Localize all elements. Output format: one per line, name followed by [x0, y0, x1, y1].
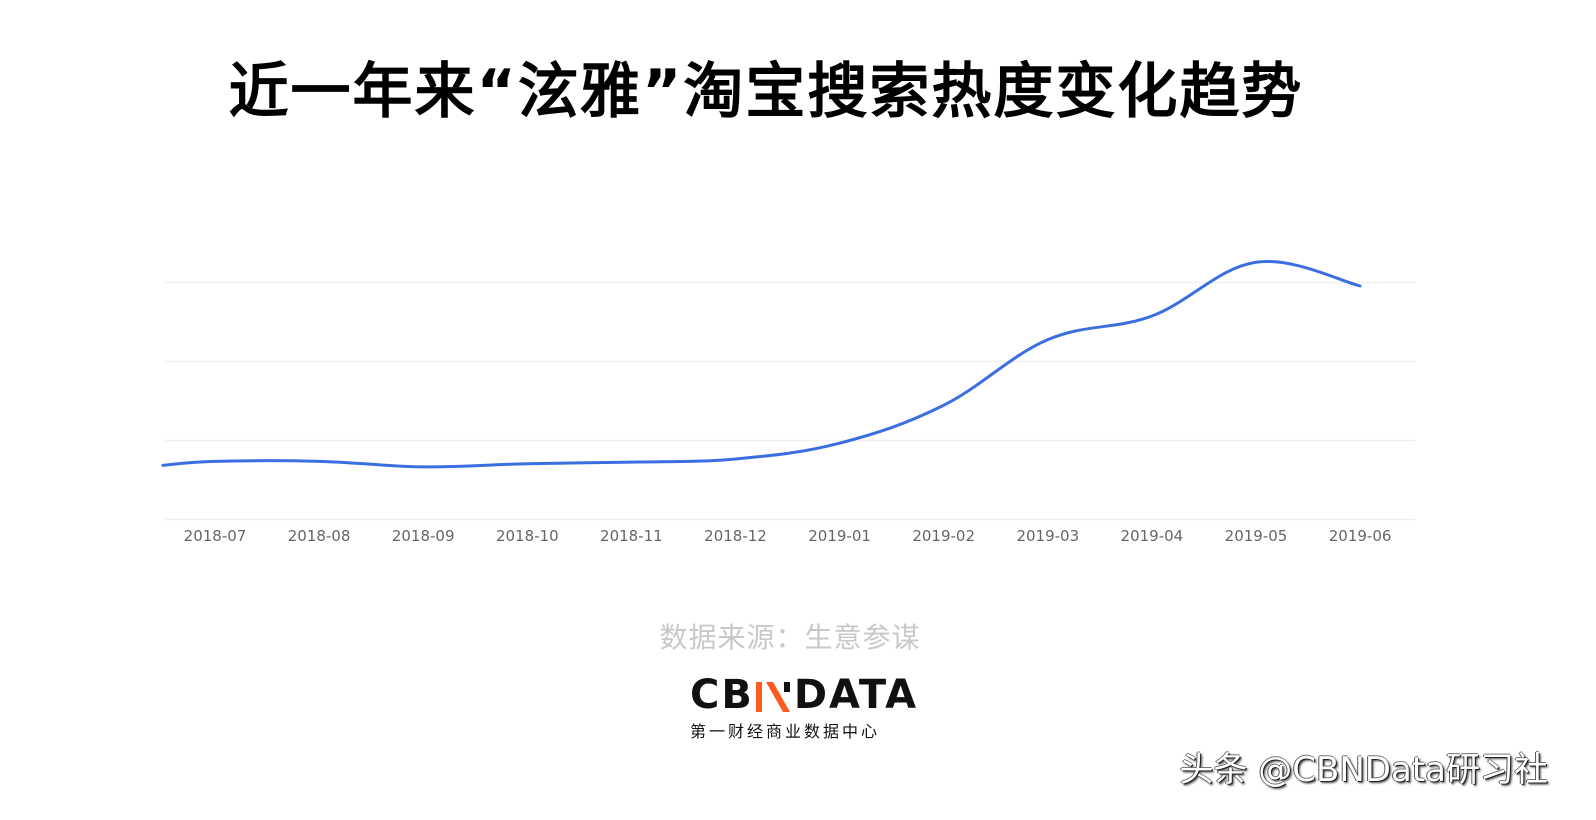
x-tick-label: 2019-04	[1121, 527, 1184, 545]
x-tick-label: 2019-05	[1225, 527, 1288, 545]
x-axis-ticks: 2018-07 2018-08 2018-09 2018-10 2018-11 2018-…	[184, 527, 1392, 545]
x-tick-label: 2018-12	[704, 527, 767, 545]
x-tick-label: 2018-11	[600, 527, 663, 545]
chart-canvas: 2018-07 2018-08 2018-09 2018-10 2018-11 2018-…	[161, 259, 1415, 545]
x-tick-label: 2018-10	[496, 527, 559, 545]
logo-wordmark: CB DATA	[690, 672, 916, 718]
gridlines	[165, 281, 1415, 521]
line-chart: 2018-07 2018-08 2018-09 2018-10 2018-11 2018-…	[161, 259, 1415, 545]
logo-text-data: DATA	[793, 672, 919, 718]
chart-title: 近一年来“泫雅”淘宝搜索热度变化趋势	[228, 57, 1304, 127]
x-tick-label: 2019-06	[1329, 527, 1392, 545]
series-line	[161, 259, 1362, 469]
x-tick-label: 2018-09	[392, 527, 455, 545]
x-tick-label: 2018-08	[288, 527, 351, 545]
x-tick-label: 2019-02	[912, 527, 975, 545]
data-source-note: 数据来源：生意参谋	[659, 621, 921, 654]
cbndata-logo: CB DATA 第一财经商业数据中心	[690, 672, 916, 752]
logo-text-cb: CB	[690, 672, 754, 718]
x-tick-label: 2019-01	[808, 527, 871, 545]
watermark: 头条 @CBNData研习社	[1179, 750, 1549, 790]
logo-subtitle: 第一财经商业数据中心	[690, 722, 881, 741]
x-tick-label: 2019-03	[1016, 527, 1079, 545]
x-tick-label: 2018-07	[184, 527, 247, 545]
logo-n-mark-icon	[755, 678, 790, 712]
